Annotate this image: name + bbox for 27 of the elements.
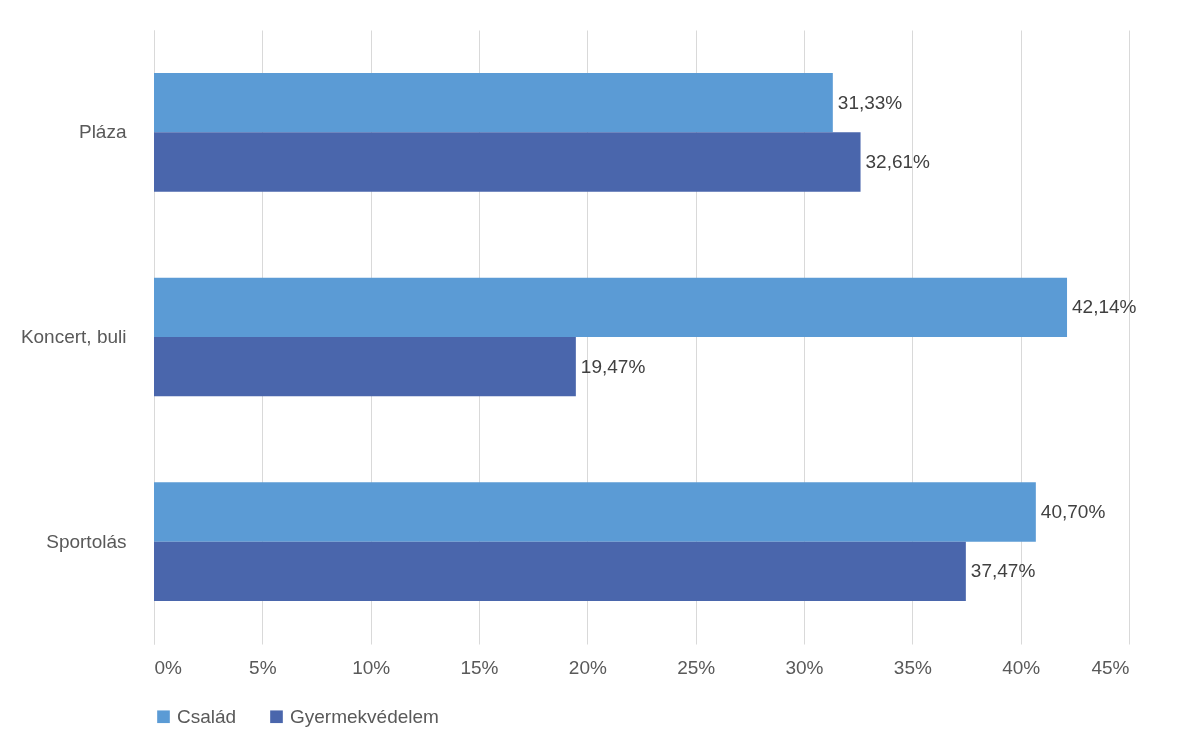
- x-tick-label: 15%: [460, 656, 499, 678]
- x-tick-label: 35%: [893, 656, 932, 678]
- x-tick-label: 25%: [677, 656, 716, 678]
- legend-label: Család: [177, 705, 237, 727]
- y-tick-label: Pláza: [78, 121, 127, 143]
- x-tick-label: 20%: [568, 656, 607, 678]
- x-tick-label: 45%: [1091, 656, 1130, 678]
- x-tick-label: 40%: [1002, 656, 1041, 678]
- x-tick-label: 5%: [249, 656, 277, 678]
- legend-label: Gyermekvédelem: [290, 705, 439, 727]
- y-tick-label: Sportolás: [46, 530, 127, 552]
- x-tick-label: 10%: [352, 656, 391, 678]
- bar: [154, 132, 861, 192]
- bar: [154, 482, 1036, 542]
- data-label: 37,47%: [970, 560, 1036, 582]
- bar: [154, 72, 833, 133]
- bar: [154, 337, 576, 397]
- data-label: 31,33%: [837, 91, 903, 113]
- bar: [154, 277, 1068, 337]
- data-label: 42,14%: [1072, 296, 1137, 318]
- x-tick-label: 0%: [154, 656, 183, 678]
- data-label: 32,61%: [865, 151, 931, 173]
- x-tick-label: 30%: [785, 656, 824, 678]
- y-tick-label: Koncert, buli: [20, 326, 127, 347]
- data-label: 40,70%: [1040, 500, 1106, 522]
- bar: [154, 541, 966, 602]
- data-label: 19,47%: [580, 355, 646, 377]
